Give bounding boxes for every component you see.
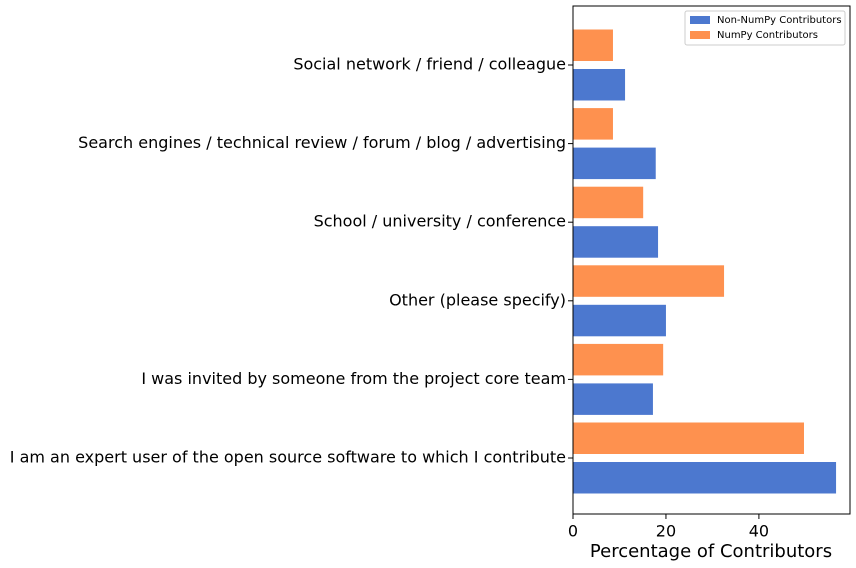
category-label: Social network / friend / colleague <box>293 55 566 74</box>
bar <box>573 343 664 376</box>
bar <box>573 304 666 337</box>
legend-swatch <box>690 31 710 39</box>
bar <box>573 69 626 101</box>
bar <box>573 422 804 454</box>
legend-swatch <box>690 16 710 24</box>
bar <box>573 383 653 415</box>
legend-box <box>684 10 846 46</box>
legend-label: Non-NumPy Contributors <box>717 15 842 26</box>
bar <box>573 462 837 494</box>
category-label: Other (please specify) <box>389 290 566 309</box>
x-tick-label: 20 <box>656 522 676 541</box>
x-tick-label: 40 <box>749 522 769 541</box>
bar <box>573 186 644 219</box>
x-tick-label: 0 <box>568 522 578 541</box>
category-label: Search engines / technical review / foru… <box>78 133 566 152</box>
legend-label: NumPy Contributors <box>717 30 818 41</box>
category-label: School / university / conference <box>314 212 566 231</box>
category-label: I am an expert user of the open source s… <box>10 448 566 467</box>
bar <box>573 29 613 61</box>
bar <box>573 265 725 297</box>
plot-frame <box>572 5 851 515</box>
category-label: I was invited by someone from the projec… <box>141 369 566 388</box>
bar <box>573 147 656 180</box>
bar <box>573 108 613 140</box>
x-axis-label: Percentage of Contributors <box>590 541 832 562</box>
bar <box>573 226 659 258</box>
